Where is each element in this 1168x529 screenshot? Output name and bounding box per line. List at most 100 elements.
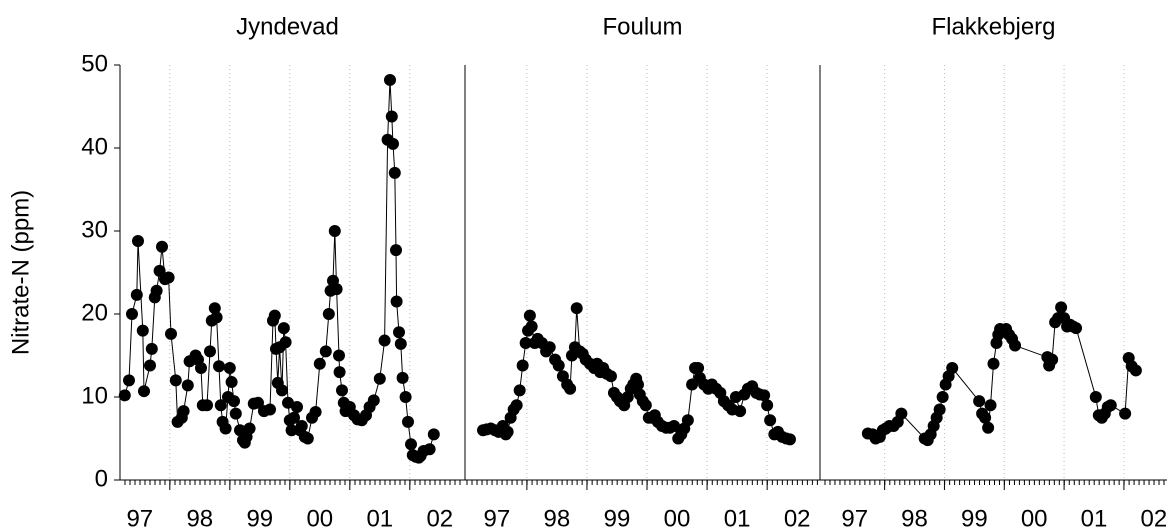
data-point <box>177 405 190 418</box>
data-point <box>214 399 227 412</box>
data-point <box>210 311 223 324</box>
data-point <box>243 422 256 435</box>
data-point <box>322 308 335 320</box>
x-tick-label: 98 <box>544 505 571 529</box>
x-tick-label: 00 <box>306 505 333 529</box>
data-point <box>764 414 777 427</box>
data-point <box>1129 364 1142 377</box>
data-point <box>138 385 150 398</box>
data-point <box>523 309 536 322</box>
panel-title: Flakkebjerg <box>931 13 1055 40</box>
data-point <box>423 443 436 456</box>
data-point <box>668 420 681 433</box>
data-point <box>279 336 292 349</box>
data-point <box>519 337 532 350</box>
data-point <box>144 359 156 372</box>
data-point <box>564 382 577 395</box>
data-point <box>510 399 523 412</box>
data-point <box>204 345 216 358</box>
panel-title: Foulum <box>602 13 682 40</box>
data-point <box>1119 407 1132 420</box>
x-tick-label: 99 <box>604 505 631 529</box>
data-point <box>1104 399 1117 412</box>
data-point <box>378 334 391 347</box>
data-point <box>388 166 401 179</box>
data-point <box>979 411 992 424</box>
data-point <box>208 302 221 315</box>
data-point <box>984 399 997 412</box>
data-point <box>132 234 144 247</box>
data-point <box>126 308 138 320</box>
data-point <box>396 371 409 384</box>
data-point <box>936 391 949 403</box>
data-point <box>933 403 946 416</box>
data-point <box>734 405 747 418</box>
data-point <box>895 407 908 420</box>
data-point <box>1089 391 1102 403</box>
data-point <box>136 324 149 337</box>
y-tick-label: 0 <box>95 465 108 492</box>
data-point <box>309 405 322 418</box>
data-point <box>295 420 308 433</box>
data-point <box>427 428 440 441</box>
data-point <box>228 395 240 408</box>
data-point <box>328 225 341 237</box>
data-point <box>301 432 314 445</box>
y-tick-label: 10 <box>81 382 108 409</box>
data-point <box>145 342 158 355</box>
data-point <box>156 240 168 253</box>
y-tick-label: 40 <box>81 133 108 160</box>
data-point <box>604 370 617 383</box>
y-tick-label: 30 <box>81 216 108 243</box>
x-tick-label: 97 <box>483 505 510 529</box>
data-point <box>313 357 326 370</box>
x-tick-label: 01 <box>1081 505 1108 529</box>
data-point <box>384 73 396 86</box>
data-point <box>169 374 182 387</box>
data-point <box>225 376 238 389</box>
data-point <box>390 295 403 308</box>
x-tick-label: 01 <box>724 505 751 529</box>
data-point <box>162 271 175 284</box>
data-point <box>399 391 412 403</box>
data-point <box>373 372 386 385</box>
data-point <box>385 110 398 123</box>
data-point <box>276 384 288 397</box>
x-tick-label: 02 <box>426 505 453 529</box>
data-point <box>783 433 796 446</box>
data-point <box>513 384 526 397</box>
data-point <box>336 384 348 397</box>
x-tick-label: 99 <box>961 505 988 529</box>
data-point <box>264 403 276 416</box>
data-point <box>288 411 300 424</box>
data-point <box>201 399 213 412</box>
data-point <box>330 283 343 296</box>
data-point <box>282 396 294 409</box>
data-point <box>681 414 694 427</box>
data-point <box>761 399 774 412</box>
data-point <box>543 341 556 354</box>
data-point <box>390 244 402 257</box>
data-point <box>686 378 699 391</box>
x-tick-label: 00 <box>664 505 691 529</box>
data-point <box>393 326 405 339</box>
data-point <box>982 421 995 434</box>
y-tick-label: 50 <box>81 50 108 77</box>
data-point <box>516 359 529 372</box>
data-point <box>118 389 131 402</box>
data-point <box>150 284 163 297</box>
x-tick-label: 97 <box>841 505 868 529</box>
data-point <box>402 415 414 428</box>
data-point <box>758 389 771 402</box>
data-point <box>291 400 303 413</box>
x-tick-label: 98 <box>901 505 928 529</box>
data-point <box>1046 353 1059 366</box>
x-tick-label: 01 <box>366 505 393 529</box>
x-tick-label: 02 <box>1140 505 1167 529</box>
data-point <box>394 337 407 350</box>
data-point <box>501 425 514 438</box>
data-point <box>973 395 986 408</box>
data-point <box>570 302 583 315</box>
data-point <box>1070 322 1083 335</box>
